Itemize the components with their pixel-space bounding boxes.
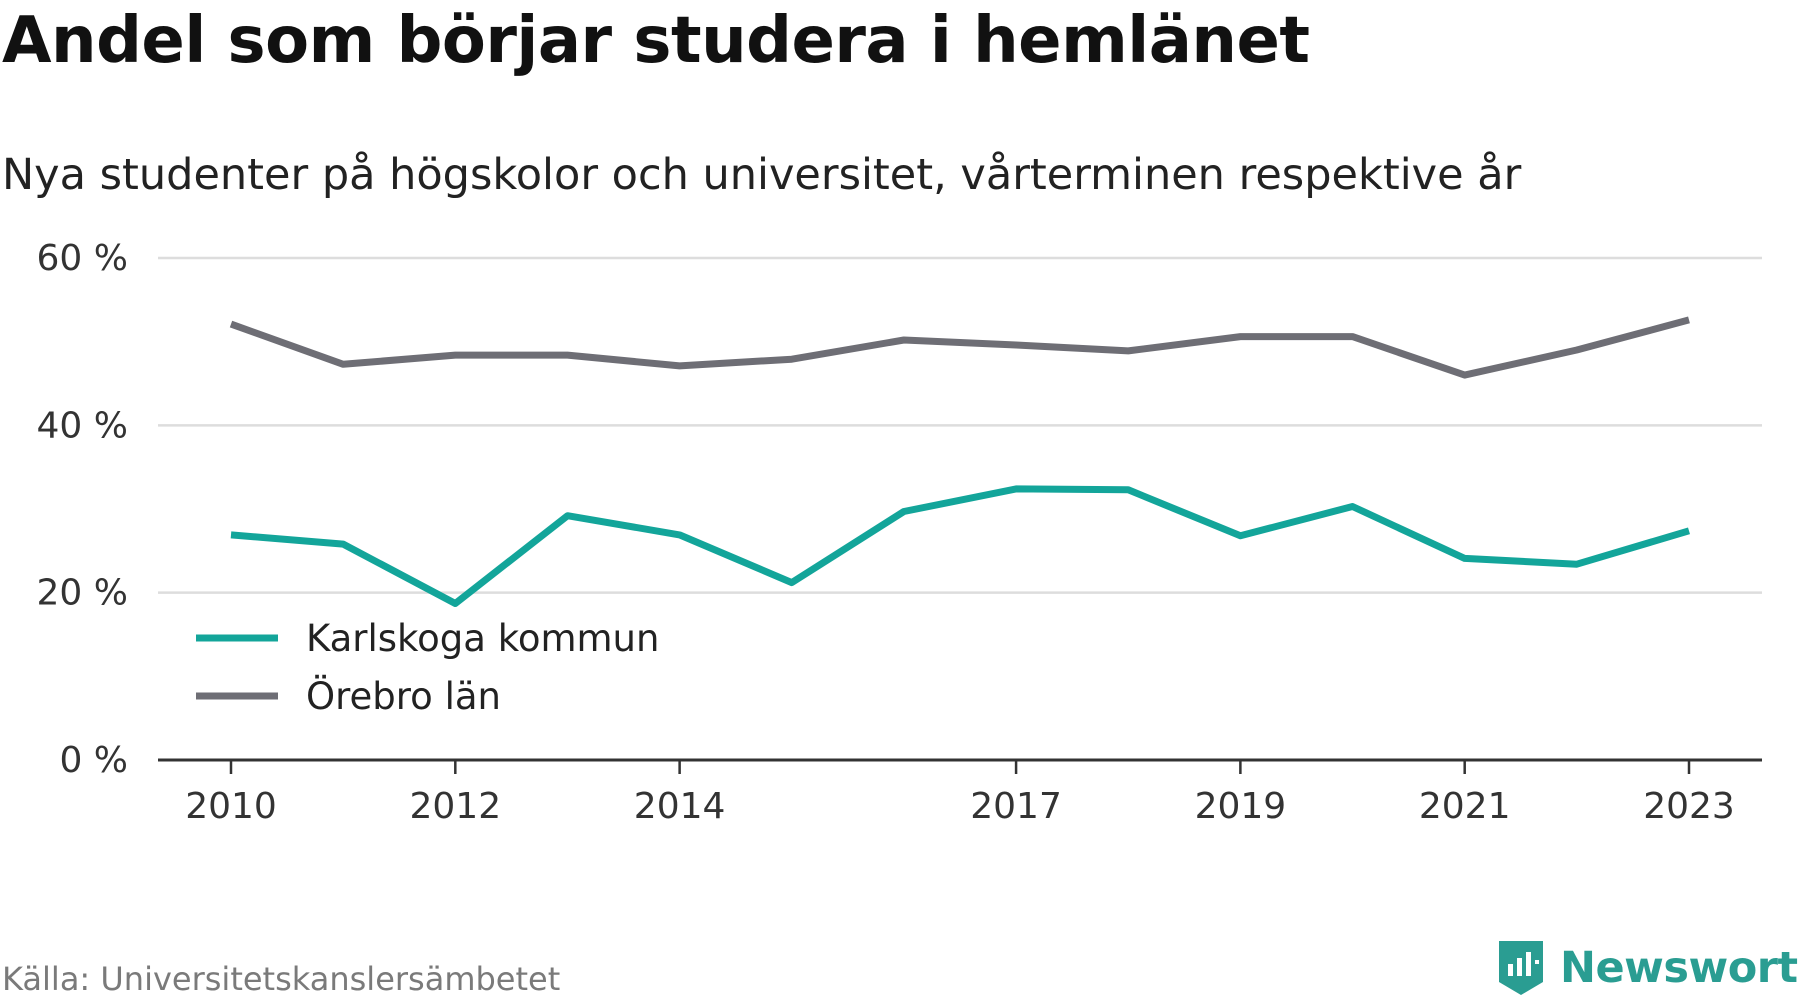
x-axis-ticks: 2010 2012 2014 2017 2019 2021 2023 bbox=[185, 760, 1735, 827]
y-tick-label: 40 % bbox=[37, 405, 128, 446]
x-tick-label: 2017 bbox=[970, 786, 1062, 827]
y-axis-ticks: 0 % 20 % 40 % 60 % bbox=[37, 238, 128, 781]
newsworthy-logo-text: Newsworthy bbox=[1560, 943, 1800, 993]
chart-title: Andel som börjar studera i hemlänet bbox=[2, 4, 1310, 78]
series-line-orebro bbox=[229, 316, 1690, 379]
y-tick-label: 60 % bbox=[37, 238, 128, 279]
x-tick-label: 2019 bbox=[1195, 786, 1287, 827]
x-tick-label: 2023 bbox=[1643, 786, 1735, 827]
gridlines bbox=[158, 256, 1762, 594]
y-tick-label: 20 % bbox=[37, 573, 128, 614]
series-line-karlskoga bbox=[230, 485, 1690, 607]
source-note: Källa: Universitetskanslersämbetet bbox=[2, 960, 561, 998]
newsworthy-logo-icon bbox=[1499, 941, 1543, 995]
x-tick-label: 2012 bbox=[409, 786, 501, 827]
x-tick-label: 2014 bbox=[634, 786, 726, 827]
newsworthy-logo: Newsworthy bbox=[1496, 938, 1800, 998]
legend: Karlskoga kommun Örebro län bbox=[196, 617, 659, 718]
x-tick-label: 2021 bbox=[1419, 786, 1511, 827]
y-tick-label: 0 % bbox=[59, 740, 128, 781]
legend-label-orebro: Örebro län bbox=[306, 675, 501, 718]
series-lines bbox=[229, 316, 1690, 607]
legend-label-karlskoga: Karlskoga kommun bbox=[306, 617, 659, 660]
chart-subtitle: Nya studenter på högskolor och universit… bbox=[2, 150, 1522, 200]
x-tick-label: 2010 bbox=[185, 786, 277, 827]
